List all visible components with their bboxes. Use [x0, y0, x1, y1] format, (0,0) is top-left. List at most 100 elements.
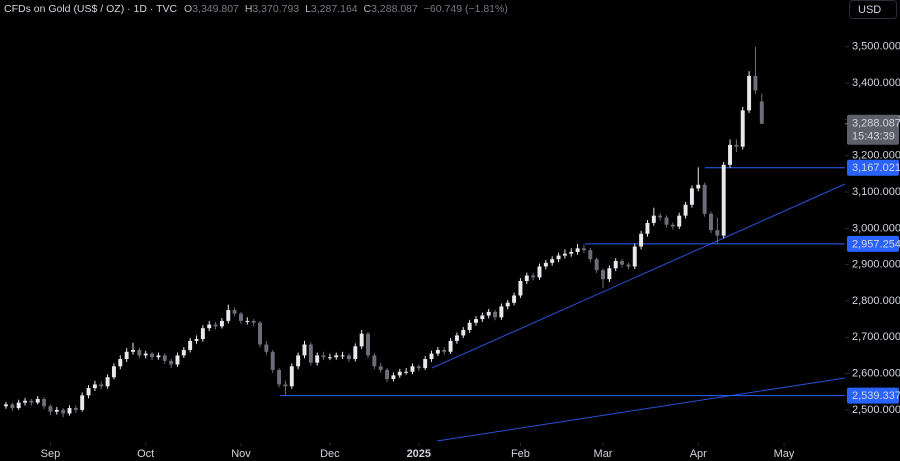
- candle-body: [607, 268, 612, 280]
- y-tick-label: 3,100.000: [852, 186, 900, 198]
- candle-body: [10, 404, 15, 409]
- candle-body: [696, 184, 701, 189]
- candle-body: [54, 409, 59, 412]
- ohlc-value: 3,287.164: [311, 3, 358, 15]
- y-tick-label: 2,500.000: [852, 404, 900, 416]
- candle-body: [670, 224, 675, 227]
- x-tick-label: Oct: [137, 448, 154, 460]
- candle-body: [575, 248, 580, 252]
- x-tick-label: Feb: [511, 448, 530, 460]
- candle-body: [689, 188, 694, 205]
- symbol: CFDs on Gold (US$ / OZ) · 1D · TVC: [4, 3, 178, 15]
- candle-body: [505, 302, 510, 307]
- y-tick-label: 3,000.000: [852, 222, 900, 234]
- last-price-box: [847, 114, 899, 145]
- candle-body: [397, 371, 402, 376]
- change: −60.749 (−1.81%): [424, 3, 508, 15]
- header: CFDs on Gold (US$ / OZ) · 1D · TVC O3,34…: [4, 3, 508, 15]
- candle-body: [740, 110, 745, 147]
- candle-body: [346, 355, 351, 360]
- candle-body: [543, 262, 548, 267]
- level-label: 3,167.021: [852, 162, 900, 174]
- candle-body: [747, 75, 752, 111]
- candle-body: [378, 366, 383, 370]
- level-label-box: [847, 235, 899, 252]
- candle-body: [175, 355, 180, 365]
- candle-body: [29, 400, 34, 403]
- candle-body: [410, 366, 415, 372]
- candle-body: [67, 408, 72, 414]
- candle-body: [721, 164, 726, 236]
- candle-body: [423, 359, 428, 369]
- candle-body: [480, 315, 485, 320]
- price-axis: 2,500.000 2,600.000 2,700.000 2,800.000 2,90…: [41, 41, 900, 460]
- candle-body: [334, 355, 339, 358]
- candle-body: [277, 369, 282, 385]
- currency[interactable]: USD: [858, 4, 881, 16]
- candle-body: [302, 344, 307, 356]
- candle-body: [448, 340, 453, 352]
- candle-body: [518, 280, 523, 296]
- y-tick-label: 2,900.000: [852, 259, 900, 271]
- candle-body: [632, 246, 637, 267]
- candle-body: [226, 310, 231, 321]
- candle-body: [23, 400, 27, 403]
- level-label-box: [847, 387, 899, 404]
- candle-body: [581, 248, 586, 251]
- ohlc-label: L: [305, 3, 311, 15]
- ohlc-value: 3,370.793: [252, 3, 299, 15]
- candle-body: [709, 213, 713, 231]
- candle-body: [499, 306, 504, 318]
- y-tick-label: 3,400.000: [852, 77, 900, 89]
- y-tick-label: 3,200.000: [852, 150, 900, 162]
- candle-body: [594, 259, 599, 271]
- candle-body: [366, 333, 370, 356]
- countdown: 15:43:39: [852, 131, 895, 143]
- x-tick-label: Nov: [231, 448, 251, 460]
- candle-body: [626, 264, 631, 267]
- candle-body: [486, 311, 491, 316]
- candle-body: [80, 395, 85, 410]
- candle-body: [588, 250, 593, 260]
- candle-body: [200, 328, 205, 340]
- candle-body: [16, 402, 21, 409]
- candle-body: [245, 320, 250, 322]
- candle-body: [92, 384, 97, 389]
- ohlc-label: H: [245, 3, 253, 15]
- candle-body: [105, 377, 110, 387]
- candle-body: [162, 355, 167, 361]
- candle-body: [289, 366, 294, 387]
- candle-body: [601, 270, 605, 280]
- candle-body: [404, 371, 409, 373]
- candle-body: [442, 349, 447, 352]
- candle-body: [181, 349, 186, 356]
- currency-button[interactable]: [849, 0, 897, 19]
- candle-body: [429, 353, 434, 360]
- candle-body: [562, 253, 567, 256]
- candle-body: [296, 355, 301, 367]
- candle-body: [391, 375, 396, 380]
- x-tick-label: May: [774, 448, 795, 460]
- ohlc-label: O: [184, 3, 192, 15]
- candle-body: [264, 344, 269, 352]
- candle-body: [613, 261, 618, 269]
- candle-body: [359, 333, 364, 347]
- candle-body: [61, 409, 66, 414]
- candle-body: [258, 322, 262, 345]
- level-label: 2,539.337: [852, 390, 900, 402]
- level-label-box: [847, 159, 899, 176]
- ohlc-value: 3,288.087: [371, 3, 418, 15]
- x-tick-label: Mar: [594, 448, 613, 460]
- candles: [4, 46, 764, 418]
- candle-body: [48, 406, 53, 412]
- candle-body: [537, 266, 542, 278]
- candle-body: [664, 217, 669, 225]
- candle-body: [677, 215, 682, 227]
- level-label: 2,957.254: [852, 238, 900, 250]
- y-tick-label: 2,800.000: [852, 295, 900, 307]
- candle-body: [467, 322, 472, 330]
- candle-body: [702, 184, 707, 214]
- y-tick-label: 3,500.000: [852, 41, 900, 53]
